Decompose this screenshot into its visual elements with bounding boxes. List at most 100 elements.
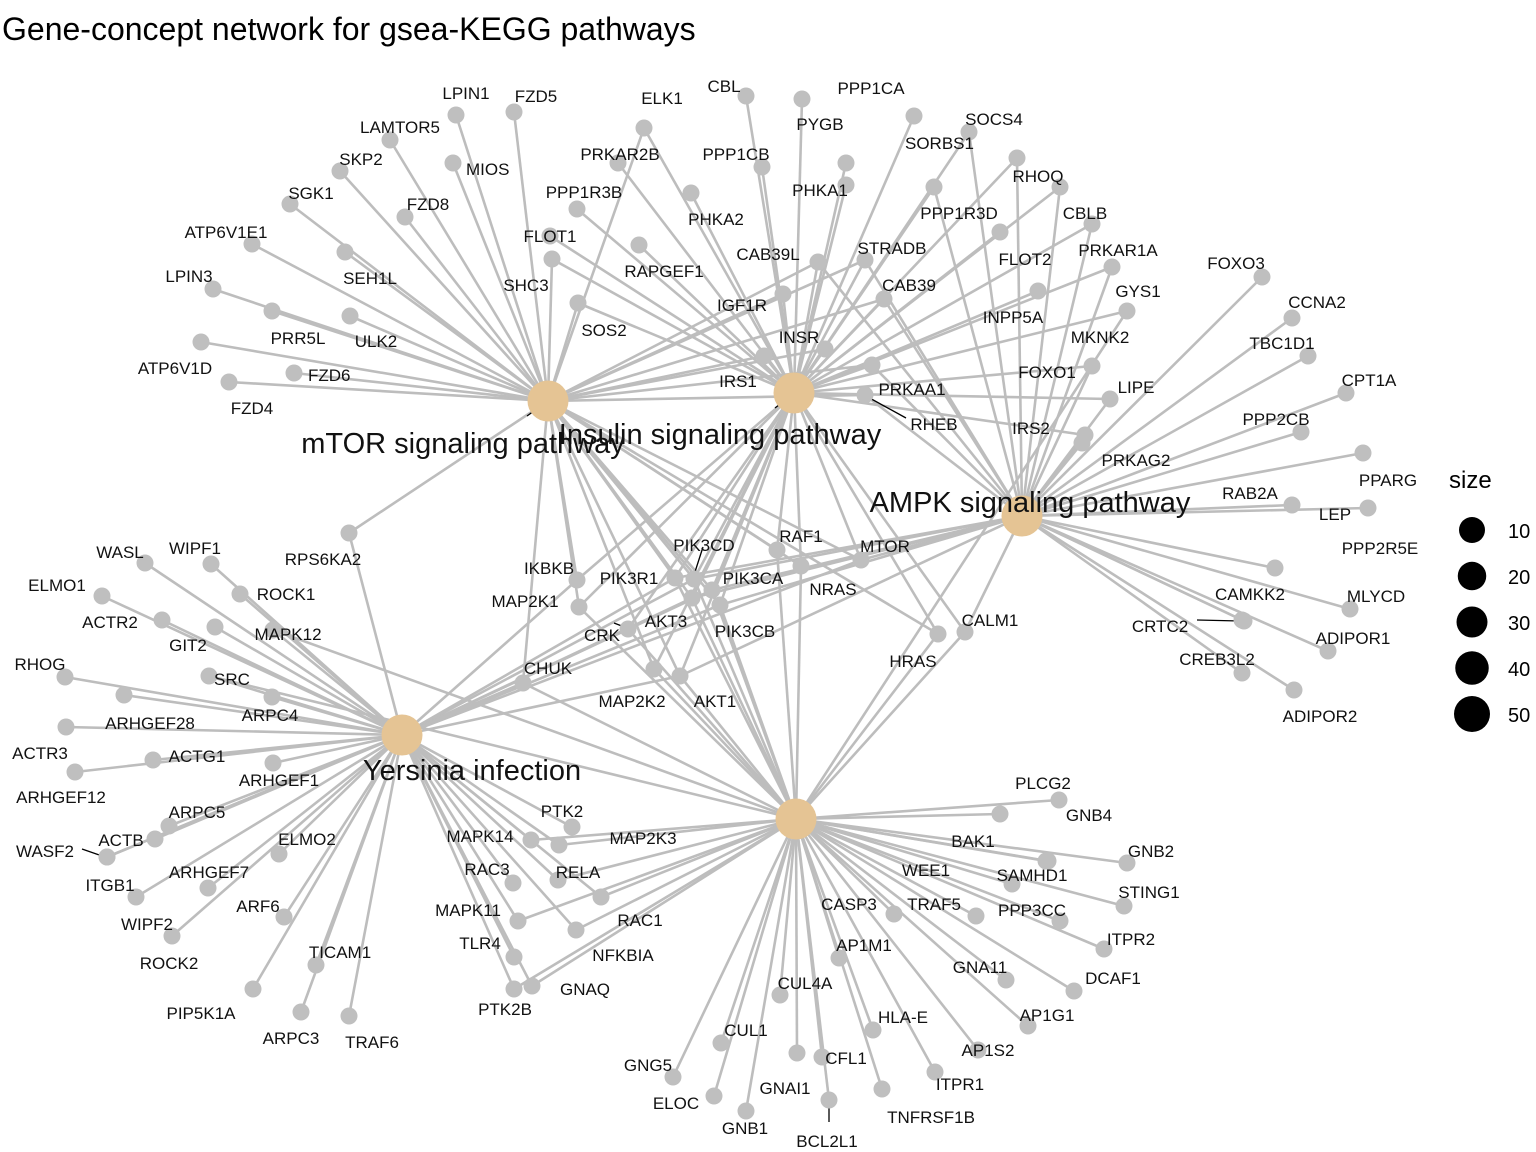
gene-node-ticam1[interactable]	[307, 956, 325, 974]
gene-node-tlr4[interactable]	[505, 948, 523, 966]
gene-node-wasl[interactable]	[136, 554, 154, 572]
gene-node-mapk12[interactable]	[264, 621, 282, 639]
gene-node-flot2[interactable]	[991, 223, 1009, 241]
gene-node-ppp1ca[interactable]	[905, 107, 923, 125]
gene-node-wee1[interactable]	[1003, 875, 1021, 893]
gene-node-cpt1a[interactable]	[1337, 384, 1355, 402]
gene-node-skp2[interactable]	[331, 162, 349, 180]
gene-node-ppp2cb[interactable]	[1292, 423, 1310, 441]
gene-node-phka2[interactable]	[682, 184, 700, 202]
pathway-node-h5[interactable]	[775, 798, 817, 840]
gene-node-arhgef28[interactable]	[115, 686, 133, 704]
gene-node-tbc1d1[interactable]	[1299, 347, 1317, 365]
gene-node-akt3[interactable]	[683, 589, 701, 607]
gene-node-igf1r[interactable]	[774, 285, 792, 303]
gene-node-ulk2[interactable]	[341, 307, 359, 325]
gene-node-crtc2[interactable]	[1235, 612, 1253, 630]
gene-node-arhgef7[interactable]	[199, 879, 217, 897]
gene-node-inpp5a[interactable]	[1029, 282, 1047, 300]
gene-node-mlycd[interactable]	[1341, 600, 1359, 618]
gene-node-cfl1[interactable]	[813, 1048, 831, 1066]
gene-node-hras[interactable]	[929, 625, 947, 643]
gene-node-git2[interactable]	[206, 618, 224, 636]
gene-node-cab39l[interactable]	[809, 253, 827, 271]
gene-node-wipf2[interactable]	[127, 888, 145, 906]
gene-node-gnaq[interactable]	[523, 977, 541, 995]
gene-node-ppp1r3b[interactable]	[568, 200, 586, 218]
gene-node-gnai1[interactable]	[788, 1044, 806, 1062]
gene-node-mknk2[interactable]	[1118, 302, 1136, 320]
gene-node-calm1[interactable]	[956, 623, 974, 641]
gene-node-hla-e[interactable]	[864, 1021, 882, 1039]
gene-node-actg1[interactable]	[144, 751, 162, 769]
gene-node-ikbkb[interactable]	[568, 571, 586, 589]
gene-node-fzd8[interactable]	[396, 208, 414, 226]
gene-node-ap1m1[interactable]	[830, 949, 848, 967]
gene-node-traf6[interactable]	[340, 1007, 358, 1025]
gene-node-seh1l[interactable]	[336, 243, 354, 261]
gene-node-tnfrsf1b[interactable]	[873, 1080, 891, 1098]
gene-node-lipe[interactable]	[1101, 390, 1119, 408]
gene-node-atp6v1d[interactable]	[192, 333, 210, 351]
gene-node-ptk2b[interactable]	[505, 980, 523, 998]
gene-node-lpin1[interactable]	[447, 106, 465, 124]
pathway-node-yer[interactable]	[381, 714, 423, 756]
gene-node-sorbs1[interactable]	[837, 154, 855, 172]
gene-node-pparg[interactable]	[1354, 444, 1372, 462]
gene-node-ap1s2[interactable]	[969, 1041, 987, 1059]
gene-node-shc3[interactable]	[543, 250, 561, 268]
gene-node-prkaa1[interactable]	[863, 356, 881, 374]
gene-node-elk1[interactable]	[635, 119, 653, 137]
gene-node-map2k2[interactable]	[645, 660, 663, 678]
gene-node-rab2a[interactable]	[1283, 496, 1301, 514]
gene-node-foxo1[interactable]	[1083, 357, 1101, 375]
pathway-node-ins[interactable]	[773, 372, 815, 414]
gene-node-arf6[interactable]	[275, 908, 293, 926]
gene-node-fzd4[interactable]	[220, 373, 238, 391]
gene-node-itgb1[interactable]	[98, 848, 116, 866]
gene-node-nras[interactable]	[792, 557, 810, 575]
gene-node-mtor[interactable]	[852, 551, 870, 569]
gene-node-rps6ka2[interactable]	[340, 524, 358, 542]
gene-node-arhgef12[interactable]	[66, 763, 84, 781]
gene-node-rac3[interactable]	[504, 874, 522, 892]
gene-node-nfkbia[interactable]	[592, 888, 610, 906]
gene-node-ppp1cb[interactable]	[753, 158, 771, 176]
gene-node-foxo3[interactable]	[1253, 268, 1271, 286]
gene-node-cab39[interactable]	[875, 290, 893, 308]
gene-node-ppp3cc[interactable]	[1051, 912, 1069, 930]
gene-node-pik3ca[interactable]	[703, 581, 721, 599]
gene-node-creb3l2[interactable]	[1233, 664, 1251, 682]
gene-node-itpr2[interactable]	[1095, 940, 1113, 958]
gene-node-lamtor5[interactable]	[381, 131, 399, 149]
gene-node-gng5[interactable]	[664, 1068, 682, 1086]
gene-node-prkag2[interactable]	[1073, 434, 1091, 452]
gene-node-sgk1[interactable]	[281, 195, 299, 213]
gene-node-prr5l[interactable]	[263, 302, 281, 320]
gene-node-chuk[interactable]	[514, 674, 532, 692]
gene-node-sos2[interactable]	[569, 294, 587, 312]
pathway-node-ampk[interactable]	[1001, 495, 1043, 537]
gene-node-src[interactable]	[200, 667, 218, 685]
gene-node-casp3[interactable]	[885, 905, 903, 923]
gene-node-atp6v1e1[interactable]	[243, 235, 261, 253]
gene-node-elmo2[interactable]	[270, 845, 288, 863]
gene-node-gnb2[interactable]	[1118, 854, 1136, 872]
gene-node-rock1[interactable]	[231, 585, 249, 603]
gene-node-wipf1[interactable]	[202, 555, 220, 573]
gene-node-arhgef1[interactable]	[264, 754, 282, 772]
gene-node-arpc4[interactable]	[263, 688, 281, 706]
gene-node-ap1g1[interactable]	[1019, 1017, 1037, 1035]
gene-node-lpin3[interactable]	[204, 280, 222, 298]
gene-node-flot1[interactable]	[541, 227, 559, 245]
gene-node-map2k1[interactable]	[570, 598, 588, 616]
gene-node-cblb[interactable]	[1051, 178, 1069, 196]
gene-node-mios[interactable]	[444, 154, 462, 172]
gene-node-pygb[interactable]	[793, 90, 811, 108]
gene-node-pik3cd[interactable]	[685, 570, 703, 588]
gene-node-rock2[interactable]	[163, 927, 181, 945]
gene-node-rheb[interactable]	[856, 386, 874, 404]
gene-node-ptk2[interactable]	[563, 818, 581, 836]
gene-node-actr3[interactable]	[57, 718, 75, 736]
gene-node-plcg2[interactable]	[1050, 791, 1068, 809]
